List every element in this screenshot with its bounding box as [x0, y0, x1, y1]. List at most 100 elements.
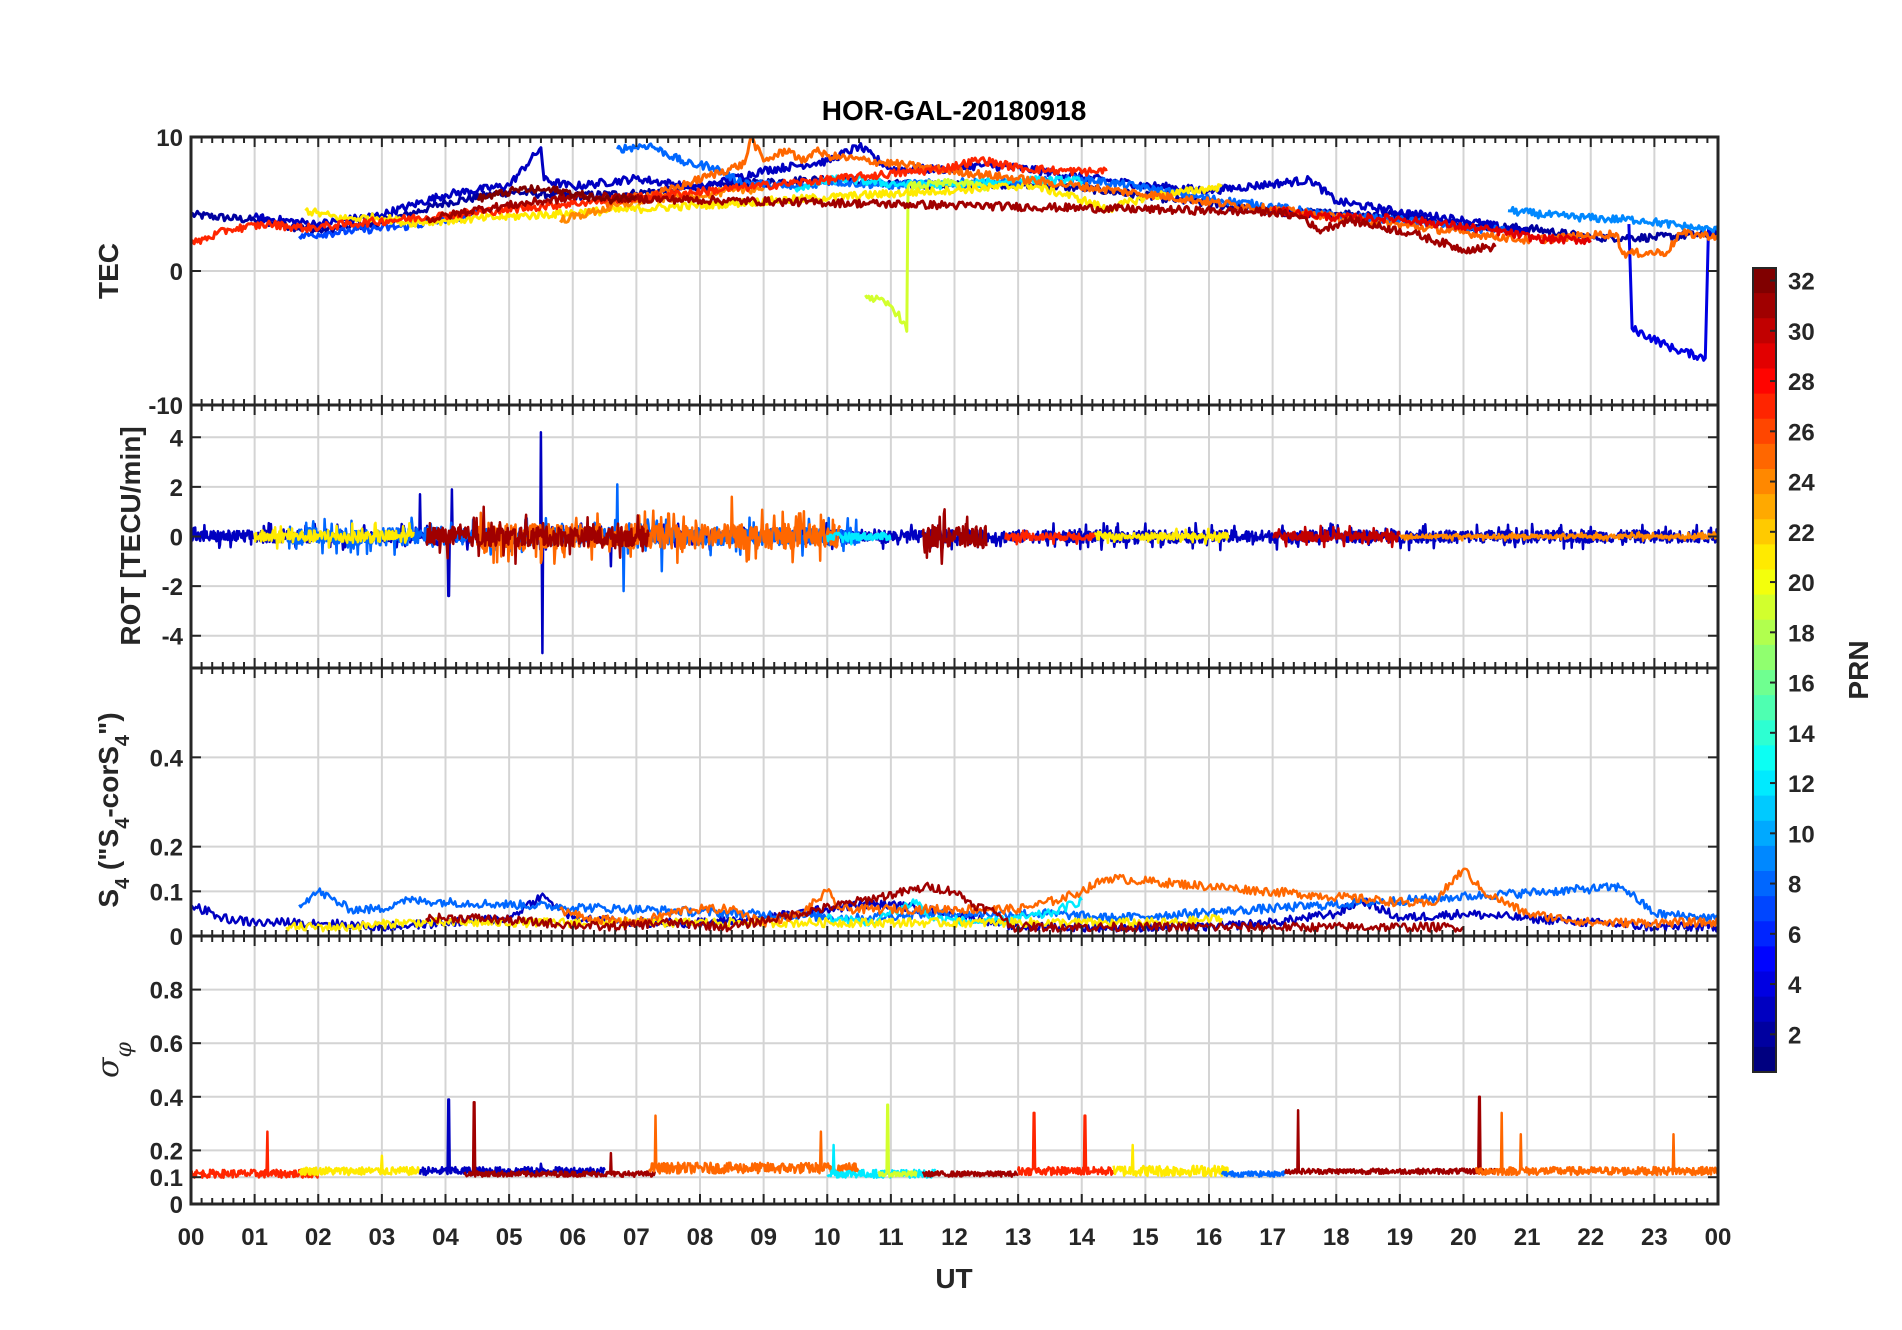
x-tick-label: 08 [687, 1224, 714, 1251]
sigma-phi-y-axis-label: σφ [91, 1041, 137, 1077]
x-tick-label: 03 [369, 1224, 396, 1251]
panel-sigma: 0.8 0.6 0.4 0.20.10 [150, 934, 1720, 1219]
series-line-prn-4 [1627, 224, 1720, 362]
tick-marks-sigma: 0.8 0.6 0.4 0.20.10 [150, 936, 1719, 1219]
y-tick-label: 0.4 [150, 745, 184, 772]
colorbar-tick-label: 30 [1788, 319, 1815, 346]
x-tick-label: 14 [1068, 1224, 1095, 1251]
colorbar-swatch [1753, 996, 1776, 1023]
colorbar-tick-label: 12 [1788, 771, 1815, 798]
y-tick-label: -2 [162, 574, 183, 601]
series-line-prn-9 [1507, 205, 1720, 234]
series-line-prn-19 [864, 177, 988, 333]
colorbar-tick-label: 2 [1788, 1022, 1801, 1049]
colorbar-swatch [1753, 594, 1776, 621]
colorbar-swatch [1753, 745, 1776, 771]
series-line-prn-30 [1272, 524, 1401, 549]
series-line-prn-21 [1112, 1143, 1230, 1178]
series-line-prn-12 [826, 531, 892, 546]
series-line-prn-32 [476, 184, 638, 205]
y-tick-label: 2 [170, 475, 183, 502]
grid-tec [191, 137, 1718, 405]
y-tick-label: -4 [162, 624, 184, 651]
colorbar-swatch [1753, 820, 1776, 847]
x-tick-label: 04 [432, 1224, 459, 1251]
colorbar-swatch [1753, 845, 1776, 872]
colorbar-swatch [1753, 795, 1776, 822]
series-line-prn-25 [647, 1114, 861, 1175]
colorbar-swatch [1753, 619, 1776, 646]
y-tick-label: 0.1 [150, 1165, 183, 1192]
series-line-prn-31 [425, 505, 650, 566]
series-line-prn-27 [189, 1130, 320, 1179]
colorbar-swatch [1753, 1046, 1776, 1073]
x-tick-label: 18 [1323, 1224, 1350, 1251]
panel-rot: 4 2 0 -2 -4 [162, 403, 1720, 670]
series-line-prn-3 [253, 142, 1529, 235]
colorbar-tick-label: 32 [1788, 269, 1815, 296]
y-tick-label: 0 [170, 1192, 183, 1219]
grid-sigma [191, 936, 1718, 1204]
y-tick-label: 0.4 [150, 1085, 184, 1112]
x-tick-label: 19 [1387, 1224, 1414, 1251]
colorbar-swatch [1753, 896, 1776, 922]
colorbar-swatch [1753, 469, 1776, 495]
x-tick-marks [190, 668, 1719, 936]
series-line-prn-21 [1093, 527, 1230, 546]
x-tick-label: 13 [1005, 1224, 1032, 1251]
series-group-s4 [189, 867, 1720, 933]
x-tick-marks [190, 405, 1719, 668]
y-tick-label: 0.2 [150, 835, 183, 862]
panel-tec: 10 0 -10 [148, 125, 1720, 420]
colorbar-swatch [1753, 644, 1776, 671]
colorbar-label: PRN [1843, 640, 1874, 699]
x-tick-label: 20 [1450, 1224, 1477, 1251]
colorbar-tick-label: 22 [1788, 520, 1815, 547]
y-tick-label: 0 [170, 924, 183, 951]
y-tick-label: 0 [170, 259, 183, 286]
colorbar-swatch [1753, 871, 1776, 897]
x-tick-label: 12 [941, 1224, 968, 1251]
series-line-prn-31 [921, 1170, 1019, 1178]
series-line-prn-21 [298, 1154, 422, 1177]
colorbar-swatch [1753, 418, 1776, 445]
series-line-prn-31 [921, 508, 988, 566]
chart-title: HOR-GAL-20180918 [822, 95, 1087, 126]
x-tick-marks [190, 137, 1719, 405]
colorbar-tick-label: 8 [1788, 872, 1801, 899]
x-tick-label: 21 [1514, 1224, 1541, 1251]
series-group-sigma [189, 1095, 1720, 1179]
colorbar-frame [1752, 267, 1777, 1073]
colorbar-tick-label: 14 [1788, 721, 1815, 748]
tick-marks-s4: 0.4 0.2 0.1 0 [150, 668, 1719, 951]
series-line-prn-19 [877, 1103, 918, 1178]
y-tick-label: -10 [148, 393, 183, 420]
y-tick-label: 10 [156, 125, 183, 152]
colorbar-swatch [1753, 494, 1776, 520]
series-line-prn-31 [463, 1100, 657, 1178]
tick-marks-tec: 10 0 -10 [148, 125, 1719, 420]
rot-y-axis-label: ROT [TECU/min] [115, 426, 146, 645]
x-axis-label: UT [935, 1263, 972, 1294]
x-tick-label: 16 [1196, 1224, 1223, 1251]
tick-marks-rot: 4 2 0 -2 -4 [162, 405, 1719, 668]
series-group-tec [189, 135, 1720, 362]
colorbar-swatch [1753, 519, 1776, 545]
series-line-prn-31 [425, 191, 1497, 255]
colorbar-swatch [1753, 443, 1776, 470]
series-group-rot [189, 431, 1720, 655]
colorbar-swatch [1753, 368, 1776, 395]
colorbar-swatch [1753, 393, 1776, 420]
colorbar-swatch [1753, 268, 1776, 294]
s4-y-axis-label: S4 ("S4-corS4") [93, 712, 134, 907]
x-tick-marks [190, 936, 1719, 1204]
colorbar-tick-label: 26 [1788, 419, 1815, 446]
x-tick-label: 05 [496, 1224, 523, 1251]
colorbar-swatch [1753, 293, 1776, 319]
x-tick-label: 17 [1259, 1224, 1286, 1251]
series-line-prn-21 [253, 521, 415, 550]
y-tick-label: 4 [170, 425, 184, 452]
series-line-prn-25 [1474, 1111, 1720, 1177]
series-line-prn-31 [425, 881, 1465, 933]
